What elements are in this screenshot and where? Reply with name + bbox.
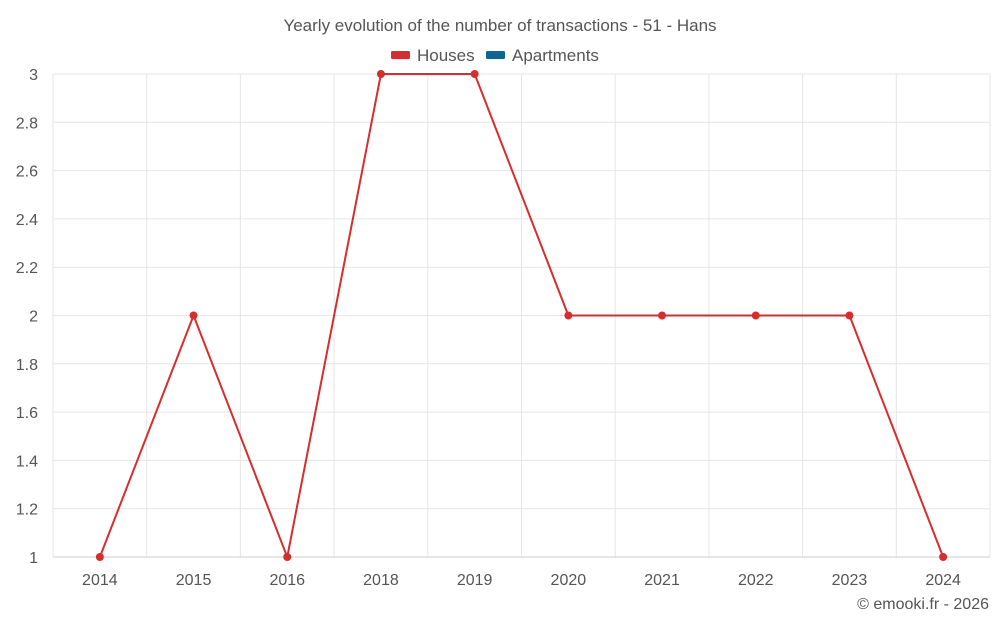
data-point-houses-2015[interactable]	[189, 311, 198, 320]
y-tick-label: 1.4	[16, 453, 38, 470]
credit-text: © emooki.fr - 2026	[857, 596, 989, 613]
legend: Houses Apartments	[391, 46, 599, 65]
y-axis-ticks: 1 1.2 1.4 1.6 1.8 2 2.2 2.4 2.6 2.8 3	[16, 67, 38, 567]
x-tick-label: 2021	[644, 572, 680, 589]
legend-swatch-houses	[391, 51, 410, 59]
data-point-houses-2024[interactable]	[939, 553, 948, 561]
legend-item-houses[interactable]: Houses	[391, 46, 475, 65]
x-tick-label: 2016	[269, 572, 305, 589]
x-tick-label: 2015	[176, 572, 212, 589]
legend-label-apartments: Apartments	[512, 46, 599, 65]
y-tick-label: 2.4	[16, 212, 38, 229]
y-tick-label: 1.8	[16, 357, 38, 374]
data-point-houses-2018[interactable]	[376, 70, 385, 78]
data-point-houses-2020[interactable]	[564, 311, 573, 320]
x-tick-label: 2024	[925, 572, 961, 589]
y-tick-label: 1	[29, 550, 38, 567]
chart-title: Yearly evolution of the number of transa…	[283, 16, 716, 35]
x-axis-ticks: 2014 2015 2016 2018 2019 2020 2021 2022 2023 2024	[82, 572, 961, 589]
y-tick-label: 2.6	[16, 164, 38, 181]
data-point-houses-2021[interactable]	[658, 311, 667, 320]
series	[95, 70, 948, 561]
data-point-houses-2023[interactable]	[845, 311, 854, 320]
data-point-houses-2022[interactable]	[751, 311, 760, 320]
legend-label-houses: Houses	[417, 46, 475, 65]
x-tick-label: 2022	[738, 572, 774, 589]
legend-swatch-apartments	[486, 51, 505, 59]
x-tick-label: 2018	[363, 572, 399, 589]
x-tick-label: 2019	[457, 572, 493, 589]
y-tick-label: 3	[29, 67, 38, 84]
y-tick-label: 1.2	[16, 502, 38, 519]
y-tick-label: 2.8	[16, 115, 38, 132]
y-tick-label: 2.2	[16, 260, 38, 277]
series-line-houses	[98, 73, 945, 558]
y-tick-label: 2	[29, 309, 38, 326]
x-tick-label: 2020	[551, 572, 587, 589]
data-point-houses-2016[interactable]	[283, 553, 292, 561]
x-tick-label: 2023	[832, 572, 868, 589]
x-tick-label: 2014	[82, 572, 118, 589]
data-point-houses-2019[interactable]	[470, 70, 479, 78]
legend-item-apartments[interactable]: Apartments	[486, 46, 599, 65]
y-tick-label: 1.6	[16, 405, 38, 422]
data-point-houses-2014[interactable]	[95, 553, 104, 561]
